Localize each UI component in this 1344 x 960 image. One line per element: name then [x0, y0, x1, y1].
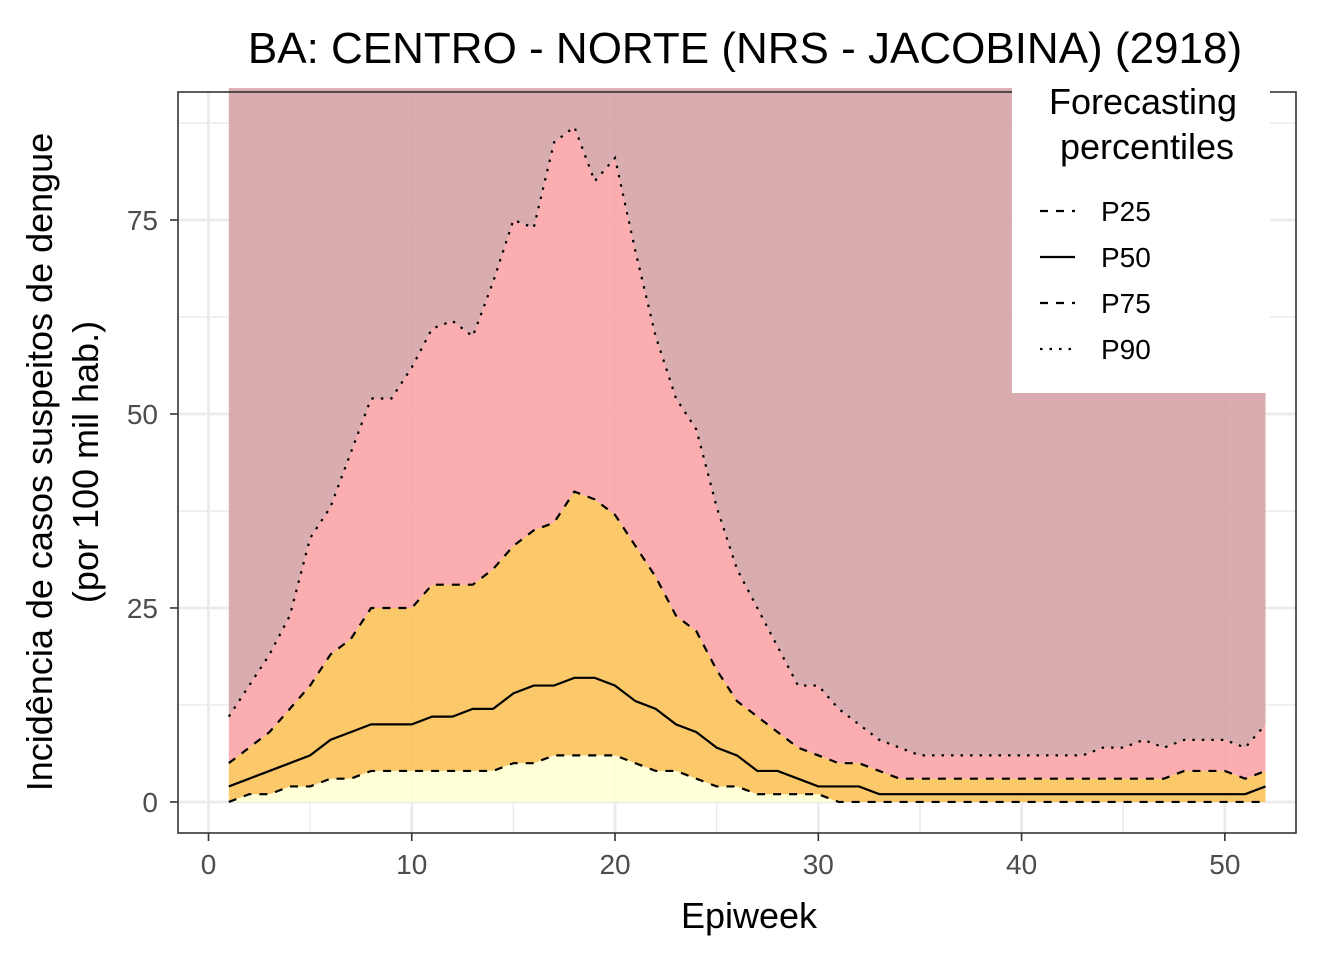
x-tick-label: 40: [1006, 849, 1037, 880]
x-tick-label: 10: [396, 849, 427, 880]
chart-title: BA: CENTRO - NORTE (NRS - JACOBINA) (291…: [248, 24, 1242, 73]
percentile-lines: [227, 125, 1267, 804]
x-tick-label: 50: [1209, 849, 1240, 880]
y-tick-label: 25: [127, 593, 158, 624]
series-line-p90: [227, 125, 1267, 757]
legend-label-p50: P50: [1101, 242, 1151, 273]
x-tick-label: 30: [803, 849, 834, 880]
band-p75-p90: [228, 126, 1266, 779]
legend-label-p90: P90: [1101, 334, 1151, 365]
legend: Forecasting percentiles P25 P50 P75 P90: [1012, 80, 1270, 393]
y-tick-label: 50: [127, 399, 158, 430]
legend-label-p25: P25: [1101, 196, 1151, 227]
series-line-p25: [228, 754, 1266, 804]
band-below-p25: [228, 755, 1266, 802]
x-axis-label: Epiweek: [681, 895, 818, 936]
percentile-bands: [228, 88, 1266, 802]
y-axis-label-line1: Incidência de casos suspeitos de dengue: [19, 133, 60, 791]
legend-label-p75: P75: [1101, 288, 1151, 319]
series-line-p50: [228, 676, 1266, 796]
series-line-p75: [228, 490, 1266, 780]
band-above-p90: [228, 88, 1266, 756]
x-axis-ticks: 0 10 20 30 40 50: [201, 833, 1240, 880]
x-tick-label: 20: [599, 849, 630, 880]
band-p25-p75: [228, 491, 1266, 802]
legend-title-line2: percentiles: [1060, 126, 1234, 167]
y-axis-label-line2: (por 100 mil hab.): [65, 321, 106, 603]
legend-entries: P25 P50 P75 P90: [1040, 196, 1151, 365]
y-axis-label: Incidência de casos suspeitos de dengue …: [19, 133, 106, 791]
legend-title-line1: Forecasting: [1049, 81, 1237, 122]
y-axis-ticks: 0 25 50 75: [127, 205, 178, 818]
y-tick-label: 0: [142, 787, 158, 818]
x-tick-label: 0: [201, 849, 217, 880]
panel-border: [177, 91, 1297, 834]
legend-background: [1012, 80, 1270, 393]
y-tick-label: 75: [127, 205, 158, 236]
